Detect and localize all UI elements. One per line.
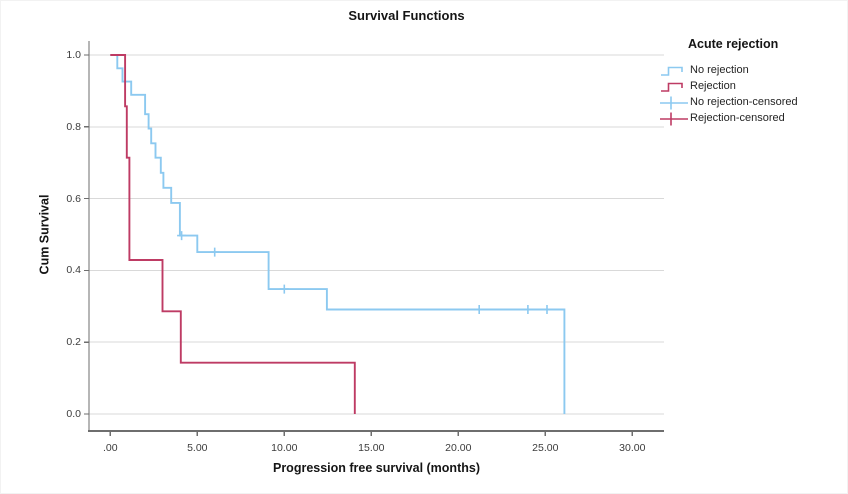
legend-swatch-step-line xyxy=(661,66,683,76)
x-tick-label: 25.00 xyxy=(532,442,559,454)
legend-item-label: No rejection-censored xyxy=(690,96,798,108)
y-tick-label: 0.2 xyxy=(66,336,81,349)
series-curve-rejection xyxy=(110,54,356,414)
chart-title: Survival Functions xyxy=(348,8,465,23)
legend-swatch-step-line xyxy=(661,82,683,92)
y-tick-label: 0.8 xyxy=(66,120,81,133)
y-tick-label: 1.0 xyxy=(66,49,81,61)
x-tick-label: 20.00 xyxy=(445,442,472,454)
legend-item-label: Rejection-censored xyxy=(690,112,785,124)
censored-marker xyxy=(177,231,187,241)
legend-items: No rejection Rejection No rejection-censor… xyxy=(659,62,847,126)
legend-swatch-plus-marker xyxy=(660,96,688,109)
y-tick-label: 0.4 xyxy=(66,264,81,277)
censored-marker xyxy=(210,247,220,257)
x-tick-label: 30.00 xyxy=(619,442,646,454)
legend-item: No rejection-censored xyxy=(659,94,847,110)
legend-item: Rejection-censored xyxy=(659,110,847,126)
legend-item-label: No rejection xyxy=(690,64,749,76)
series-curve-no-rejection xyxy=(110,54,566,414)
censored-marker xyxy=(542,305,552,314)
legend-item: Rejection xyxy=(659,78,847,94)
legend: Acute rejection No rejection Rejection No … xyxy=(659,37,847,126)
y-tick-label: 0.6 xyxy=(66,192,81,205)
censored-marker xyxy=(523,305,533,314)
x-axis-title: Progression free survival (months) xyxy=(272,461,480,475)
censored-marker xyxy=(474,305,484,314)
censored-marker xyxy=(279,284,289,294)
legend-title: Acute rejection xyxy=(688,37,779,51)
legend-item-label: Rejection xyxy=(690,80,736,92)
y-axis-title: Cum Survival xyxy=(37,194,52,275)
x-tick-label: .00 xyxy=(102,442,118,454)
x-tick-label: 10.00 xyxy=(271,442,298,454)
x-tick-label: 15.00 xyxy=(358,442,385,454)
x-tick-label: 5.00 xyxy=(187,442,208,454)
legend-swatch-plus-marker xyxy=(660,112,688,125)
legend-item: No rejection xyxy=(659,62,847,78)
y-tick-label: 0.0 xyxy=(66,408,81,420)
